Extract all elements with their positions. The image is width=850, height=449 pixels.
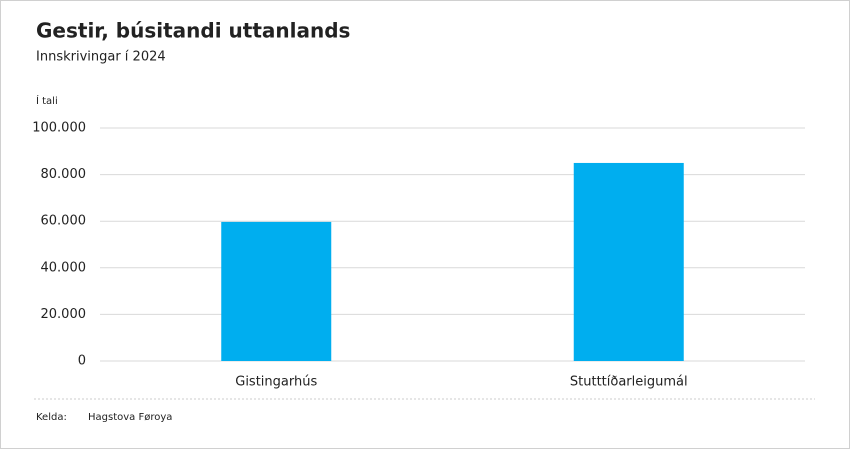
y-tick-label: 100.000	[32, 121, 86, 136]
x-tick-label: Gistingarhús	[235, 375, 317, 390]
y-axis-label: Í tali	[36, 94, 58, 107]
chart-title: Gestir, búsitandi uttanlands	[36, 19, 350, 43]
y-tick-label: 20.000	[41, 307, 87, 322]
source-label: Kelda:	[36, 412, 67, 423]
bar	[221, 221, 332, 361]
bar	[573, 162, 684, 361]
y-tick-label: 40.000	[41, 260, 87, 275]
y-tick-label: 0	[78, 354, 86, 369]
y-tick-label: 60.000	[41, 214, 87, 229]
source: Hagstova Føroya	[88, 412, 172, 423]
y-tick-label: 80.000	[41, 167, 87, 182]
x-tick-label: Stutttíðarleigumál	[570, 375, 688, 390]
chart-subtitle: Innskrivingar í 2024	[36, 50, 166, 65]
